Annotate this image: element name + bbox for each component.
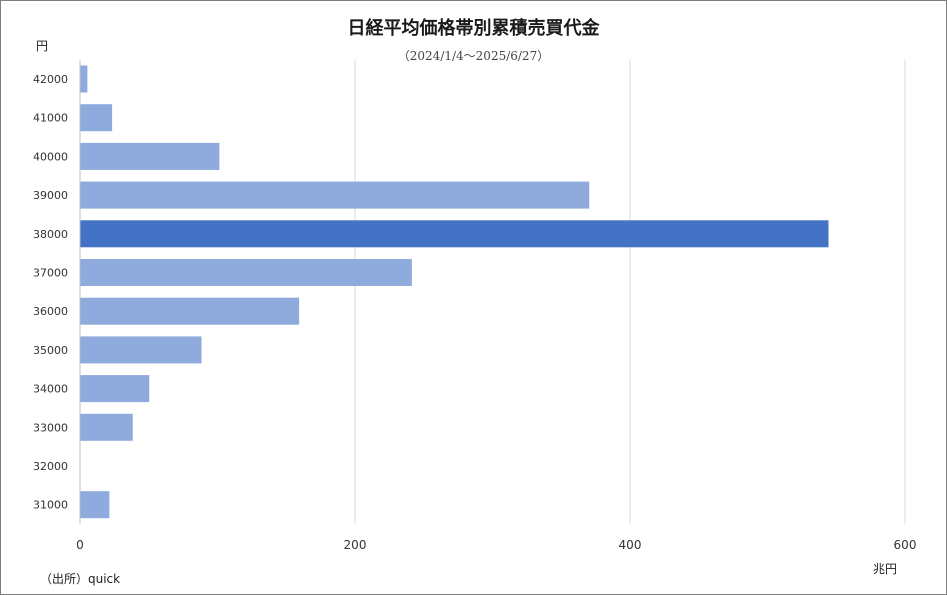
y-tick-label-39000: 39000 [33,189,68,202]
x-tick-label-400: 400 [619,538,642,552]
bar-34000 [80,375,150,403]
bar-37000 [80,259,412,286]
x-axis-unit: 兆円 [873,562,898,576]
bar-40000 [80,142,220,170]
y-tick-label-31000: 31000 [33,499,68,512]
bar-38000 [80,220,829,248]
bar-39000 [80,181,590,209]
y-tick-label-38000: 38000 [33,228,68,241]
bar-31000 [80,491,110,519]
y-tick-label-34000: 34000 [33,383,68,396]
y-tick-label-41000: 41000 [33,112,68,125]
x-tick-label-600: 600 [894,538,917,552]
bar-42000 [80,65,88,93]
y-tick-label-36000: 36000 [33,305,68,318]
bar-41000 [80,104,113,132]
source-note: （出所）quick [40,572,121,586]
y-tick-label-33000: 33000 [33,421,68,434]
y-tick-label-42000: 42000 [33,73,68,86]
x-tick-label-0: 0 [76,538,84,552]
bar-33000 [80,413,133,441]
chart-title: 日経平均価格帯別累積売買代金 [347,18,600,39]
bar-35000 [80,336,202,364]
chart-subtitle: （2024/1/4～2025/6/27） [397,49,550,63]
y-axis-unit: 円 [36,39,49,53]
y-tick-label-35000: 35000 [33,344,68,357]
bar-36000 [80,297,300,325]
y-tick-label-32000: 32000 [33,460,68,473]
y-tick-label-40000: 40000 [33,150,68,163]
x-tick-label-200: 200 [344,538,367,552]
y-tick-label-37000: 37000 [33,267,68,280]
